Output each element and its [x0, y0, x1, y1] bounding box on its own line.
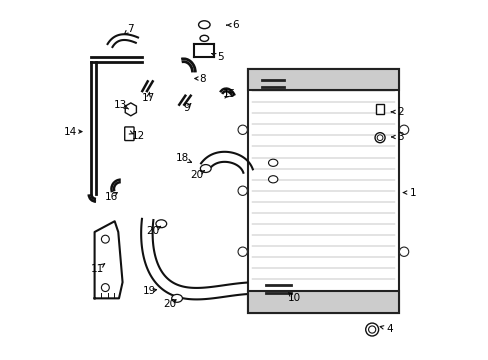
Bar	[247, 291, 398, 313]
Text: 14: 14	[64, 127, 77, 136]
Bar	[376, 104, 384, 114]
Text: 4: 4	[386, 324, 392, 334]
Circle shape	[376, 135, 382, 140]
Bar	[247, 69, 398, 90]
Text: 9: 9	[183, 103, 189, 113]
Text: 6: 6	[232, 20, 238, 30]
Ellipse shape	[156, 220, 166, 228]
Circle shape	[238, 125, 247, 134]
Text: 11: 11	[91, 264, 104, 274]
Circle shape	[238, 247, 247, 256]
Text: 7: 7	[127, 24, 134, 34]
Ellipse shape	[171, 294, 182, 302]
Ellipse shape	[200, 165, 211, 172]
Text: 10: 10	[287, 293, 300, 303]
Bar	[247, 69, 398, 313]
Text: 5: 5	[216, 52, 223, 62]
Text: 12: 12	[132, 131, 145, 141]
Circle shape	[368, 326, 375, 333]
FancyBboxPatch shape	[124, 127, 134, 140]
Text: 20: 20	[189, 170, 203, 180]
Text: 20: 20	[163, 299, 176, 309]
Circle shape	[399, 125, 408, 134]
Text: 13: 13	[114, 100, 127, 110]
Text: 17: 17	[142, 93, 155, 103]
Text: 1: 1	[409, 188, 415, 198]
Circle shape	[238, 186, 247, 195]
Text: 8: 8	[199, 73, 205, 84]
Text: 2: 2	[396, 107, 403, 117]
Circle shape	[101, 284, 109, 292]
Text: 15: 15	[223, 89, 236, 99]
Circle shape	[374, 133, 384, 143]
Circle shape	[101, 235, 109, 243]
Circle shape	[365, 323, 378, 336]
Text: 19: 19	[142, 286, 156, 296]
Text: 20: 20	[146, 226, 159, 236]
Ellipse shape	[198, 21, 210, 29]
Text: 3: 3	[396, 132, 403, 142]
Text: 18: 18	[176, 153, 189, 163]
Text: 16: 16	[104, 192, 118, 202]
Ellipse shape	[268, 176, 277, 183]
Ellipse shape	[268, 159, 277, 166]
Circle shape	[399, 247, 408, 256]
Ellipse shape	[200, 35, 208, 41]
